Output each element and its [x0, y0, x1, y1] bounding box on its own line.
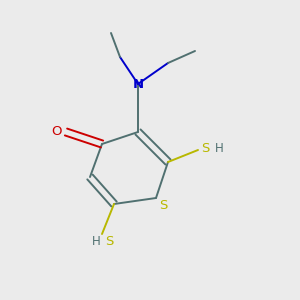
Text: S: S [105, 235, 114, 248]
Text: S: S [159, 199, 168, 212]
Text: H: H [92, 235, 100, 248]
Text: N: N [132, 77, 144, 91]
Text: O: O [51, 125, 62, 139]
Text: S: S [201, 142, 210, 155]
Text: H: H [214, 142, 224, 155]
